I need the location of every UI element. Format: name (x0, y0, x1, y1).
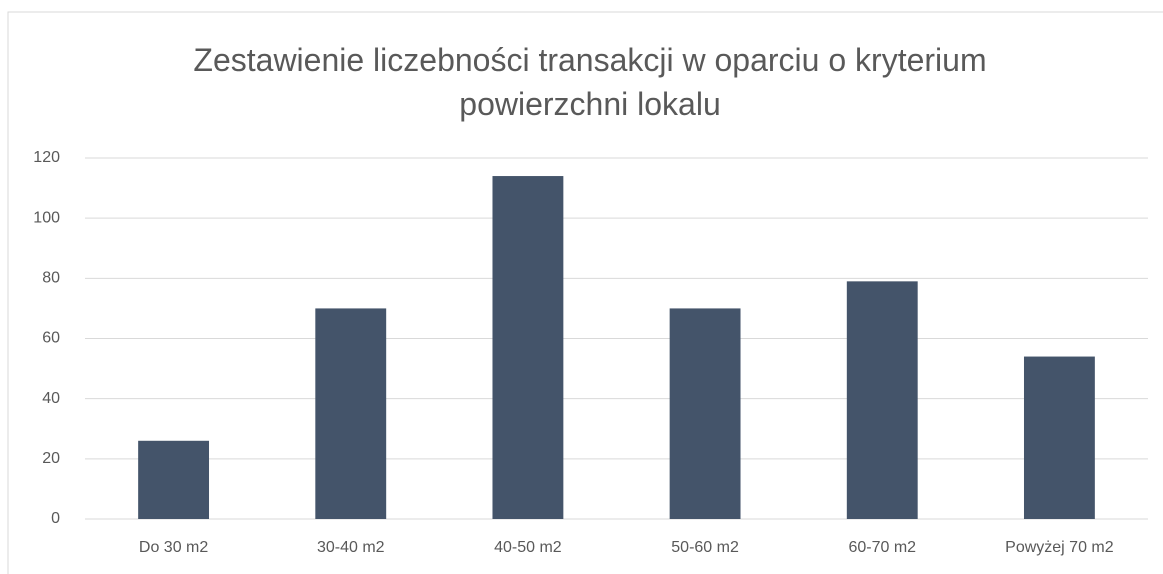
x-tick-label: 30-40 m2 (317, 539, 385, 556)
bar (846, 281, 918, 519)
y-tick-label: 20 (42, 450, 60, 467)
bar (669, 308, 741, 519)
chart-frame (7, 11, 1163, 574)
y-tick-label: 40 (42, 390, 60, 407)
x-tick-label: 50-60 m2 (671, 539, 739, 556)
x-tick-label: Do 30 m2 (139, 539, 208, 556)
x-tick-label: Powyżej 70 m2 (1005, 539, 1114, 556)
bar (1023, 356, 1095, 519)
chart-title: Zestawienie liczebności transakcji w opa… (193, 42, 987, 122)
x-tick-label: 40-50 m2 (494, 539, 562, 556)
y-tick-label: 100 (33, 209, 60, 226)
bar (492, 176, 564, 520)
bar (315, 308, 387, 519)
y-tick-label: 120 (33, 149, 60, 166)
y-tick-label: 60 (42, 330, 60, 347)
x-tick-label: 60-70 m2 (848, 539, 916, 556)
y-tick-label: 80 (42, 270, 60, 287)
y-tick-label: 0 (51, 510, 60, 527)
bar (138, 440, 210, 519)
